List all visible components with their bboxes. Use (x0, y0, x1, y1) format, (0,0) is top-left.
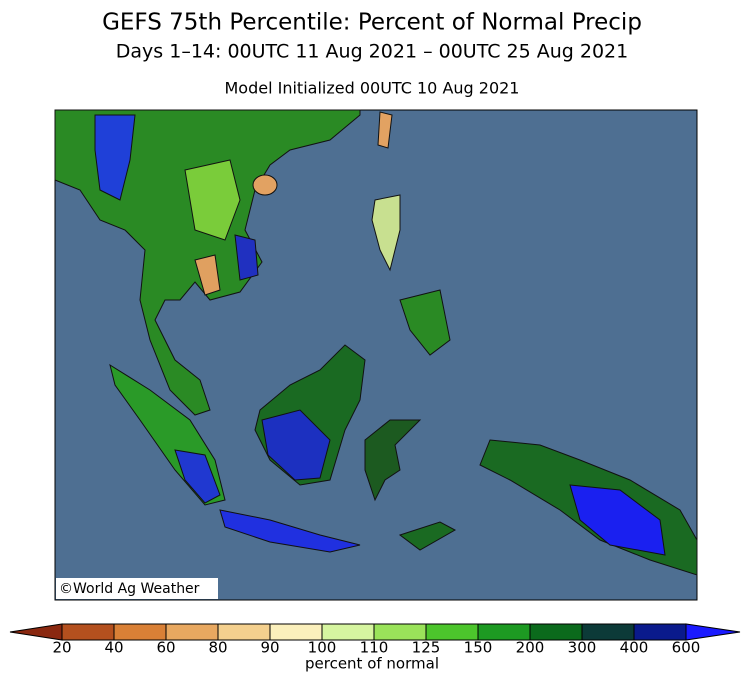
colorbar-tick-label: 40 (104, 639, 123, 657)
credit-box (56, 578, 218, 599)
colorbar-tick-label: 60 (156, 639, 175, 657)
colorbar-tick-label: 300 (568, 639, 597, 657)
colorbar-tick-label: 100 (308, 639, 337, 657)
colorbar-tick-label: 20 (52, 639, 71, 657)
colorbar: 20 40 60 80 90 100 110 125 150 200 300 400 600 (9, 623, 741, 657)
colorbar-label: percent of normal (305, 655, 439, 673)
colorbar-tick-label: 400 (620, 639, 649, 657)
colorbar-tick-label: 90 (260, 639, 279, 657)
color-bin (685, 623, 741, 641)
colorbar-tick-label: 80 (208, 639, 227, 657)
credit: ©World Ag Weather (59, 581, 200, 597)
colorbar-tick-label: 150 (464, 639, 493, 657)
subtitle: Days 1–14: 00UTC 11 Aug 2021 – 00UTC 25 … (116, 41, 628, 63)
init-time: Model Initialized 00UTC 10 Aug 2021 (225, 79, 520, 98)
map: ©World Ag Weather (54, 109, 698, 601)
colorbar-tick-label: 125 (412, 639, 441, 657)
colorbar-tick-label: 200 (516, 639, 545, 657)
land (54, 109, 698, 576)
colorbar-tick-label: 110 (360, 639, 389, 657)
title: GEFS 75th Percentile: Percent of Normal … (102, 10, 642, 36)
colorbar-tick-label: 600 (672, 639, 701, 657)
